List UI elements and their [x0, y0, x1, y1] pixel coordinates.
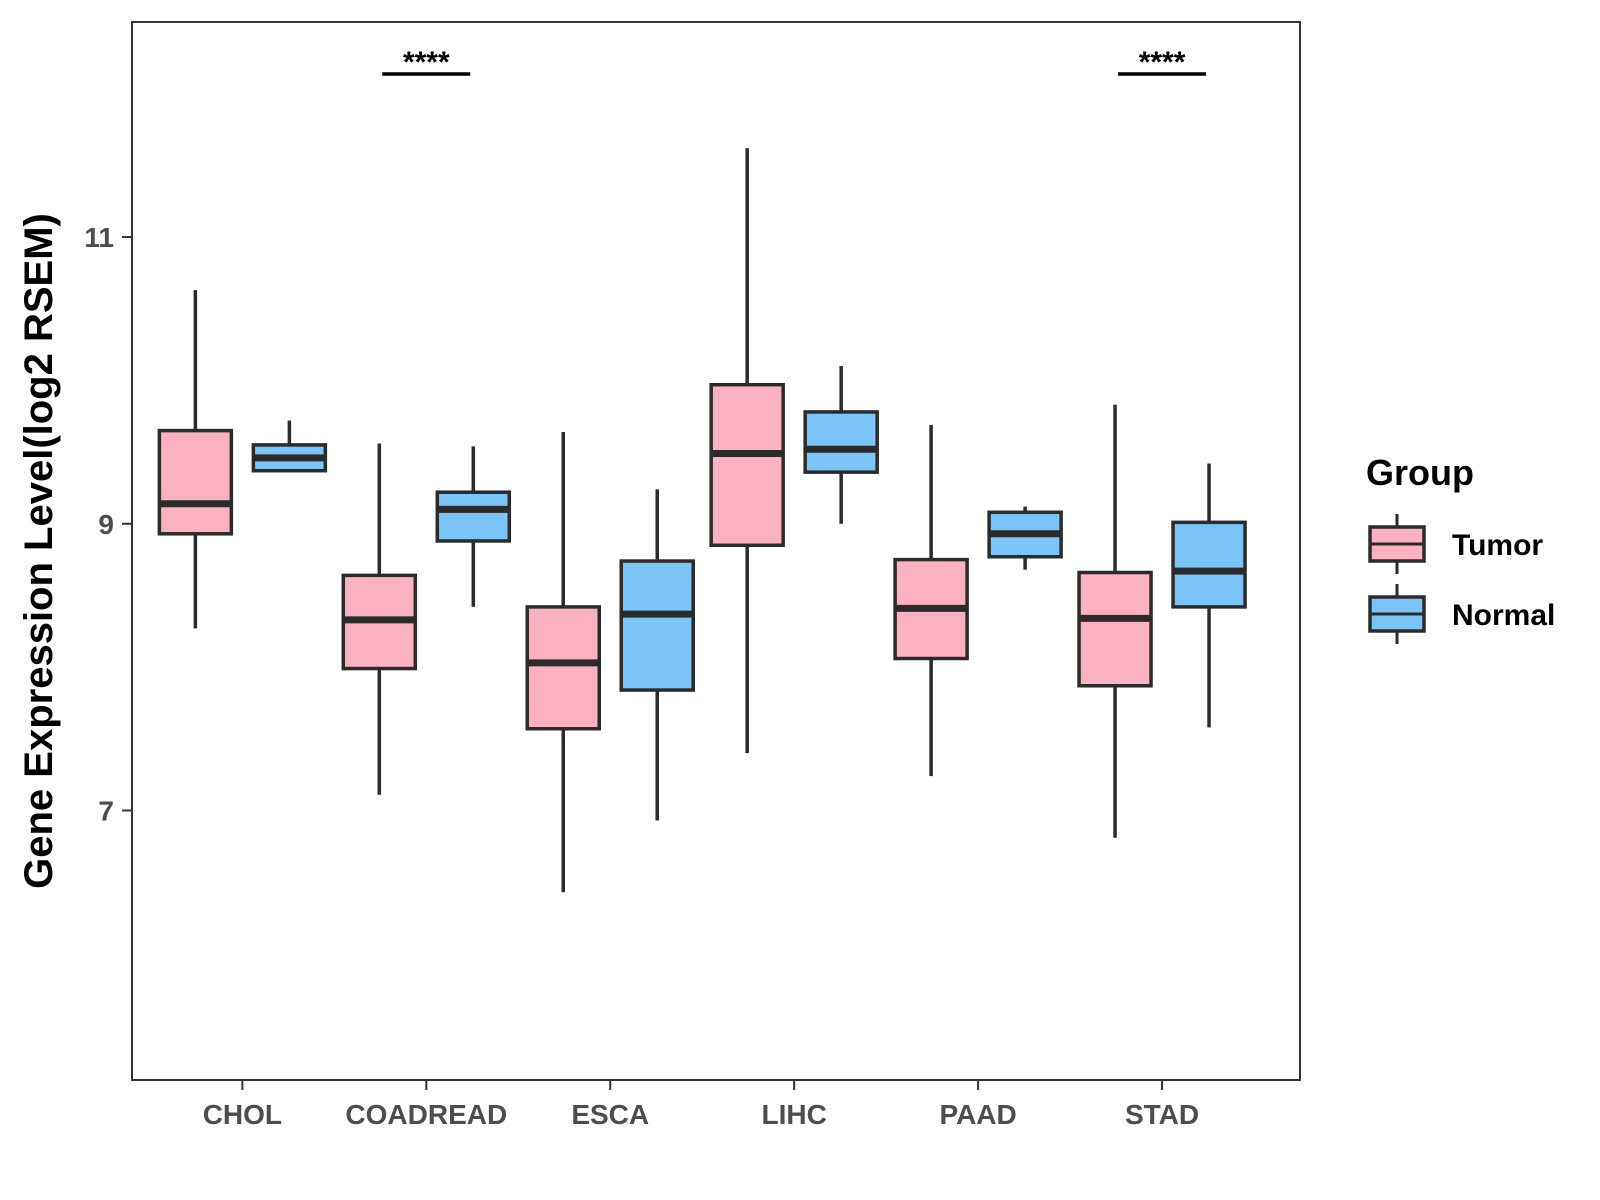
- box-tumor-lihc: [709, 148, 785, 754]
- box-body: [803, 410, 879, 474]
- box-body: [619, 559, 695, 692]
- box-tumor-esca: [525, 432, 601, 893]
- box-body: [1171, 520, 1247, 609]
- significance-label: ****: [1139, 46, 1186, 79]
- significance-stad: ****: [1118, 46, 1207, 79]
- y-axis: 7 9 11: [84, 222, 132, 826]
- significance-annotations: **** ****: [382, 46, 1207, 79]
- plot-panel: [131, 21, 1301, 1081]
- x-tick-label: PAAD: [939, 1099, 1016, 1130]
- box-tumor-chol: [157, 290, 234, 629]
- x-tick-label: STAD: [1125, 1099, 1199, 1130]
- legend-title: Group: [1366, 452, 1474, 493]
- box-normal-paad: [987, 506, 1063, 570]
- box-tumor-stad: [1077, 404, 1153, 838]
- box-normal-lihc: [803, 366, 879, 524]
- significance-label: ****: [403, 46, 450, 79]
- legend-entry-normal: Normal: [1368, 584, 1555, 644]
- box-series: [157, 148, 1247, 893]
- box-body: [709, 382, 785, 548]
- y-tick-label: 7: [98, 795, 114, 826]
- legend: Group Tumor Normal: [1366, 452, 1555, 644]
- box-normal-coadread: [435, 446, 512, 607]
- legend-label: Tumor: [1452, 529, 1543, 562]
- x-tick-label: LIHC: [762, 1099, 827, 1130]
- box-body: [157, 428, 234, 536]
- box-body: [1077, 570, 1153, 688]
- x-tick-label: CHOL: [203, 1099, 282, 1130]
- box-tumor-coadread: [341, 443, 418, 795]
- box-normal-esca: [619, 489, 695, 821]
- box-normal-chol: [251, 420, 328, 473]
- box-tumor-paad: [893, 424, 969, 777]
- box-normal-stad: [1171, 463, 1247, 728]
- significance-coadread: ****: [382, 46, 471, 79]
- legend-label: Normal: [1452, 599, 1555, 632]
- x-tick-label: COADREAD: [345, 1099, 507, 1130]
- x-axis: CHOL COADREAD ESCA LIHC PAAD STAD: [203, 1080, 1199, 1130]
- legend-entry-tumor: Tumor: [1368, 514, 1543, 574]
- x-tick-label: ESCA: [571, 1099, 649, 1130]
- box-body: [435, 490, 512, 543]
- y-axis-title: Gene Expression Level(log2 RSEM): [17, 213, 61, 889]
- y-tick-label: 9: [98, 509, 114, 540]
- box-body: [525, 605, 601, 731]
- y-tick-label: 11: [84, 222, 114, 253]
